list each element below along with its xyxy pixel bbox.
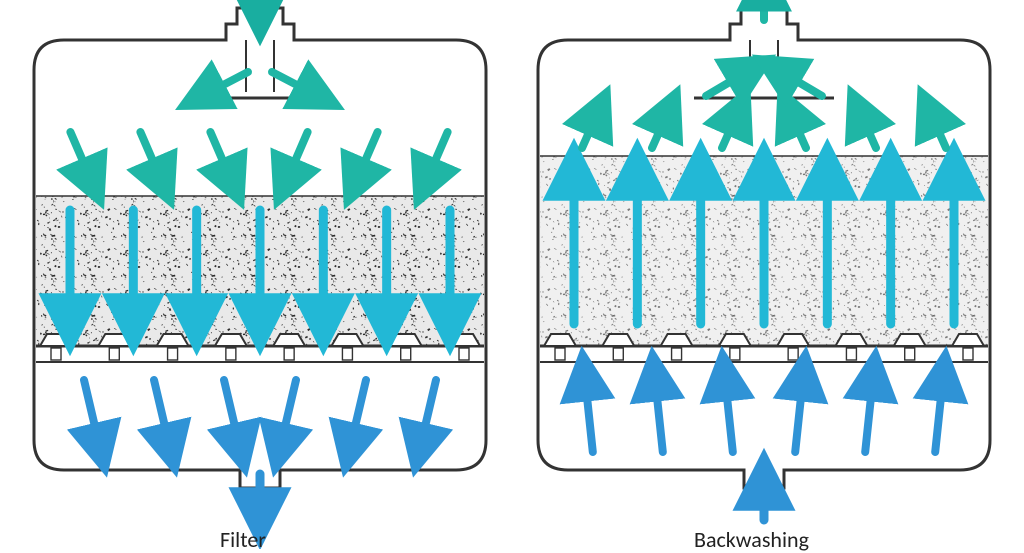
nozzle-cap	[661, 334, 693, 346]
diagram-stage: Filter Backwashing	[0, 0, 1024, 549]
nozzle-cap	[544, 334, 576, 346]
nozzle-cap	[157, 334, 189, 346]
nozzle-cap	[952, 334, 984, 346]
nozzle-cap	[390, 334, 422, 346]
nozzle-cap	[40, 334, 72, 346]
nozzle-cap	[273, 334, 305, 346]
nozzle-cap	[98, 334, 130, 346]
nozzle-cap	[894, 334, 926, 346]
diagram-svg	[0, 0, 1024, 549]
panel-filter	[34, 0, 486, 516]
panel-backwash	[538, 0, 990, 520]
nozzle-cap	[777, 334, 809, 346]
nozzle-cap	[331, 334, 363, 346]
nozzle-cap	[602, 334, 634, 346]
nozzle-cap	[835, 334, 867, 346]
nozzle-cap	[215, 334, 247, 346]
nozzle-cap	[719, 334, 751, 346]
nozzle-cap	[448, 334, 480, 346]
